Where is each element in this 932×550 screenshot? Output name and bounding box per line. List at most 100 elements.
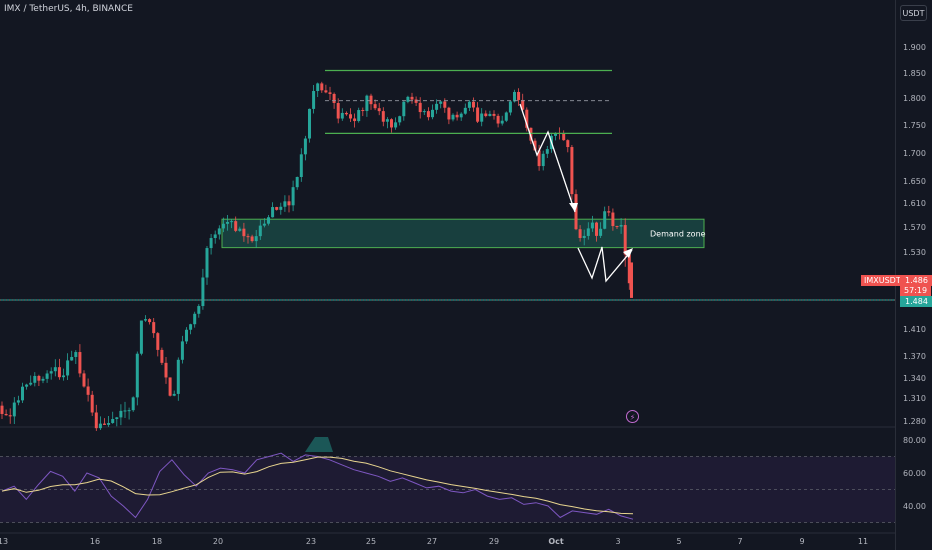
candle-body (443, 101, 447, 108)
candle-body (180, 341, 184, 360)
candle (123, 401, 127, 419)
candle-body (513, 91, 516, 102)
candle-body (127, 410, 131, 412)
time-axis-label: 29 (489, 537, 499, 546)
candle-body (107, 422, 111, 425)
candle (283, 195, 287, 212)
candle (258, 219, 262, 240)
rsi-line (1, 452, 634, 520)
candle (221, 217, 225, 233)
candle-body (455, 114, 459, 118)
candle (148, 318, 152, 325)
candle-body (599, 228, 603, 236)
last-candle-body (630, 262, 633, 298)
candle-body (357, 110, 361, 122)
candle (131, 396, 135, 412)
time-axis-label: 7 (737, 537, 742, 546)
candle-body (139, 320, 143, 354)
candle-body (271, 207, 275, 218)
candle (480, 108, 484, 127)
candle-body (90, 394, 94, 413)
candle-body (78, 352, 82, 374)
candle-body (66, 360, 70, 376)
candle (74, 350, 78, 365)
candle (250, 234, 254, 243)
candle-body (0, 405, 4, 414)
candle (246, 233, 250, 244)
candle (406, 95, 410, 104)
candle-body (193, 313, 197, 325)
candle (435, 99, 439, 114)
time-axis-label: 27 (427, 537, 437, 546)
candle-body (623, 225, 627, 255)
candle-body (488, 113, 492, 117)
candle (213, 230, 217, 244)
candle (201, 268, 205, 310)
candle (111, 411, 115, 424)
candle (476, 102, 480, 123)
symbol-header[interactable]: IMX / TetherUS, 4h, BINANCE (4, 4, 133, 14)
candle-countdown: 57:19 (900, 285, 932, 296)
time-axis-label: 25 (366, 537, 376, 546)
candle-body (41, 378, 45, 381)
price-axis-label: 1.850 (903, 69, 926, 78)
candle (0, 401, 4, 419)
candle-body (8, 415, 12, 417)
price-axis-label: 1.340 (903, 374, 926, 383)
candle-body (308, 108, 311, 139)
candle (152, 318, 156, 338)
candle-body (144, 319, 147, 321)
time-axis-label: 18 (152, 537, 162, 546)
candle-body (590, 222, 594, 229)
candle-body (361, 110, 365, 112)
candle (90, 390, 94, 416)
candle-body (611, 212, 615, 227)
demand-zone-label: Demand zone (650, 229, 706, 238)
candle-body (390, 119, 393, 128)
candle (98, 416, 102, 431)
candle (53, 359, 57, 377)
candle-body (627, 254, 631, 284)
currency-button[interactable]: USDT (900, 5, 927, 21)
candle-body (221, 223, 225, 229)
candle-body (45, 373, 49, 379)
candle-body (131, 397, 135, 411)
candle-body (344, 112, 348, 115)
candle-body (189, 324, 193, 330)
candle (94, 404, 98, 431)
time-axis-label: Oct (548, 537, 564, 546)
candle-body (291, 187, 295, 206)
candle-body (172, 393, 176, 396)
candle (541, 150, 545, 171)
candle-body (545, 149, 549, 154)
bid-price-tag: 1.484 (900, 296, 932, 307)
candle-body (508, 101, 512, 113)
time-axis-label: 3 (615, 537, 620, 546)
candle-body (365, 95, 369, 112)
candle-body (586, 228, 590, 236)
time-axis-label: 11 (858, 537, 868, 546)
candle-body (33, 375, 37, 383)
candle (562, 130, 566, 141)
candle (422, 109, 426, 116)
candle (353, 113, 357, 128)
candle-body (250, 236, 254, 242)
candle (160, 347, 164, 366)
candle (426, 107, 430, 121)
candle-body (574, 194, 578, 230)
candle-body (246, 236, 250, 238)
lightning-icon[interactable]: ⚡ (626, 410, 639, 423)
candle-body (451, 114, 455, 120)
candle (176, 357, 180, 401)
candle (492, 110, 496, 120)
candle (484, 110, 488, 118)
candle-body (230, 221, 234, 223)
candle (451, 113, 455, 122)
time-axis-label: 16 (90, 537, 100, 546)
candle-body (476, 107, 480, 122)
candle-body (385, 119, 389, 122)
candle-body (480, 113, 484, 122)
candle-body (103, 423, 106, 425)
